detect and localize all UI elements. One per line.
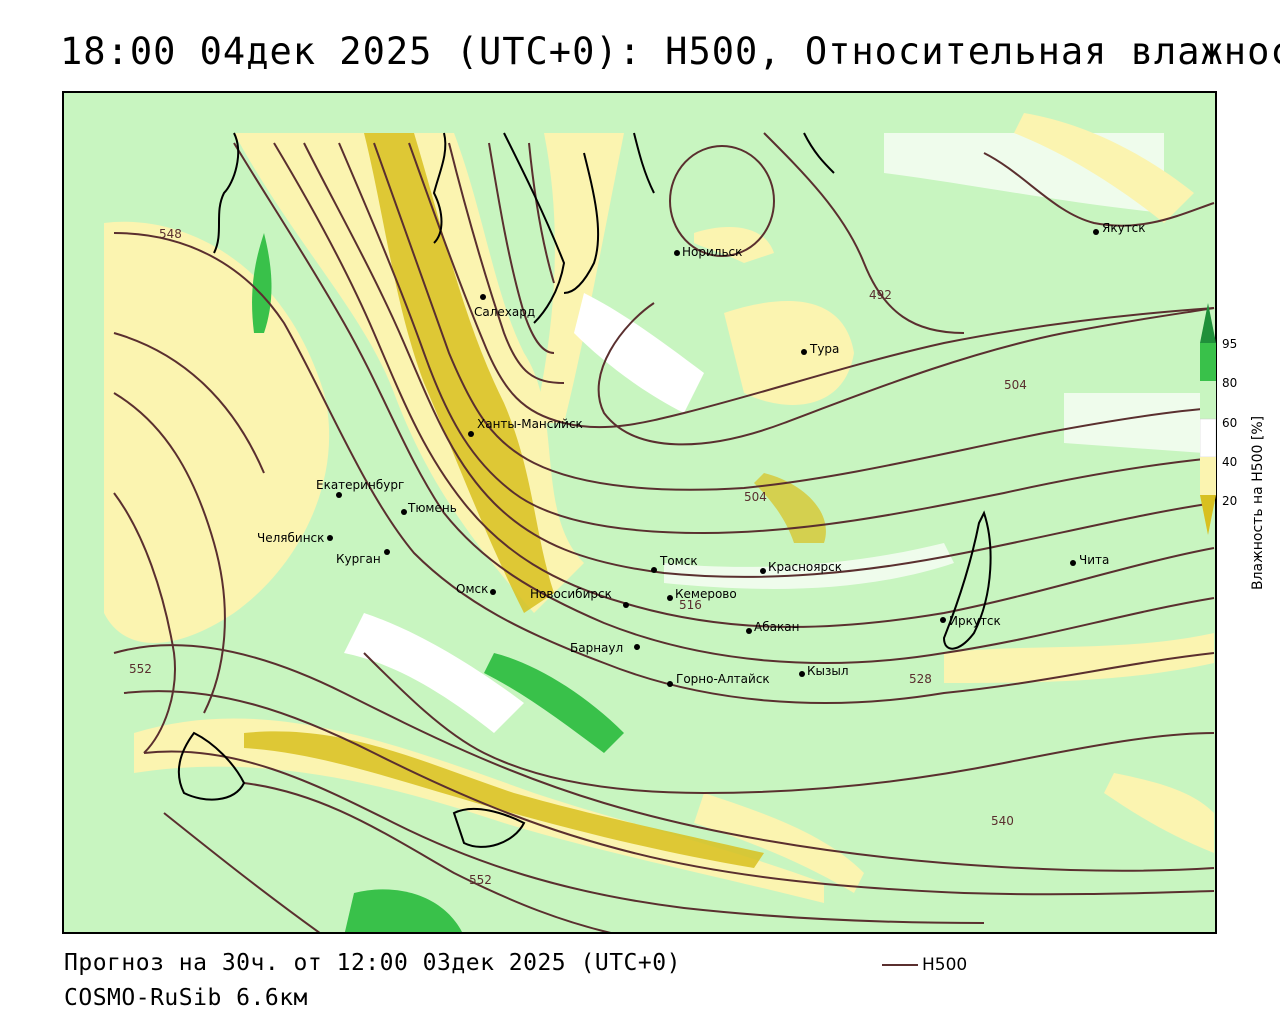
- svg-text:Чита: Чита: [1079, 553, 1109, 567]
- contour-label: 492: [869, 288, 892, 302]
- colorbar-tick: 80: [1222, 376, 1238, 390]
- city-abakan: Абакан: [746, 620, 799, 634]
- svg-text:Тура: Тура: [809, 342, 839, 356]
- city-barnaul: Барнаул: [570, 641, 640, 655]
- svg-text:Екатеринбург: Екатеринбург: [316, 478, 404, 492]
- svg-text:Омск: Омск: [456, 582, 488, 596]
- city-omsk: Омск: [456, 582, 496, 596]
- contour-label: 552: [469, 873, 492, 887]
- city-yakutsk: Якутск: [1093, 221, 1146, 235]
- contour-label: 548: [159, 227, 182, 241]
- map-canvas: 548 552 492 504 504 516 528 540 552 Сале…: [64, 93, 1215, 932]
- city-tomsk: Томск: [651, 554, 698, 573]
- svg-text:Челябинск: Челябинск: [257, 531, 324, 545]
- city-kemerovo: Кемерово: [667, 587, 737, 601]
- contour-label: 552: [129, 662, 152, 676]
- svg-text:Новосибирск: Новосибирск: [530, 587, 612, 601]
- contour-label: 504: [1004, 378, 1027, 392]
- city-novosibirsk: Новосибирск: [530, 587, 629, 608]
- svg-text:Кемерово: Кемерово: [675, 587, 737, 601]
- svg-text:Ханты-Мансийск: Ханты-Мансийск: [477, 417, 583, 431]
- city-tyumen: Тюмень: [401, 501, 457, 515]
- legend-line-swatch: [882, 964, 918, 966]
- colorbar-tick: 60: [1222, 416, 1238, 430]
- svg-text:Томск: Томск: [659, 554, 698, 568]
- contour-label: 528: [909, 672, 932, 686]
- colorbar-tick: 40: [1222, 455, 1238, 469]
- svg-text:Якутск: Якутск: [1102, 221, 1146, 235]
- city-chita: Чита: [1070, 553, 1109, 567]
- colorbar-title: Влажность на H500 [%]: [1250, 415, 1266, 590]
- city-ekaterinburg: Екатеринбург: [316, 478, 404, 498]
- city-kurgan: Курган: [336, 549, 390, 566]
- contour-label: 540: [991, 814, 1014, 828]
- colorbar-tick: 95: [1222, 337, 1238, 351]
- svg-text:Барнаул: Барнаул: [570, 641, 623, 655]
- svg-text:Абакан: Абакан: [754, 620, 799, 634]
- contour-label: 516: [679, 598, 702, 612]
- city-kyzyl: Кызыл: [799, 664, 849, 678]
- colorbar-tick: 20: [1222, 494, 1238, 508]
- contour-labels: 548 552 492 504 504 516 528 540 552: [129, 227, 1027, 887]
- h500-contours: [113, 132, 1215, 932]
- model-info: COSMO-RuSib 6.6км: [64, 985, 308, 1011]
- page-title: 18:00 04дек 2025 (UTC+0): H500, Относите…: [60, 30, 1280, 73]
- humidity-colorbar: [1200, 303, 1216, 535]
- city-irkutsk: Иркутск: [940, 614, 1001, 628]
- weather-map[interactable]: 548 552 492 504 504 516 528 540 552 Сале…: [62, 91, 1217, 934]
- city-khanty-mansiysk: Ханты-Мансийск: [468, 417, 583, 437]
- humidity-field: [64, 93, 1215, 932]
- svg-text:Норильск: Норильск: [682, 245, 742, 259]
- city-tura: Тура: [801, 342, 839, 356]
- city-krasnoyarsk: Красноярск: [760, 560, 842, 574]
- contour-label: 504: [744, 490, 767, 504]
- city-chelyabinsk: Челябинск: [257, 531, 333, 545]
- svg-text:Горно-Алтайск: Горно-Алтайск: [676, 672, 770, 686]
- city-gorno-altaysk: Горно-Алтайск: [667, 672, 770, 687]
- legend: H500: [882, 955, 967, 975]
- svg-text:Курган: Курган: [336, 552, 381, 566]
- legend-label: H500: [922, 955, 968, 975]
- svg-text:Тюмень: Тюмень: [407, 501, 457, 515]
- svg-text:Иркутск: Иркутск: [949, 614, 1001, 628]
- svg-text:Кызыл: Кызыл: [807, 664, 849, 678]
- forecast-info: Прогноз на 30ч. от 12:00 03дек 2025 (UTC…: [64, 950, 681, 976]
- coastlines: [177, 132, 992, 848]
- svg-text:Красноярск: Красноярск: [768, 560, 842, 574]
- cities: Салехард Норильск Якутск Тура Ханты-Манс…: [257, 221, 1146, 687]
- svg-text:Салехард: Салехард: [474, 305, 535, 319]
- city-norilsk: Норильск: [674, 245, 742, 259]
- city-salekhard: Салехард: [474, 294, 535, 319]
